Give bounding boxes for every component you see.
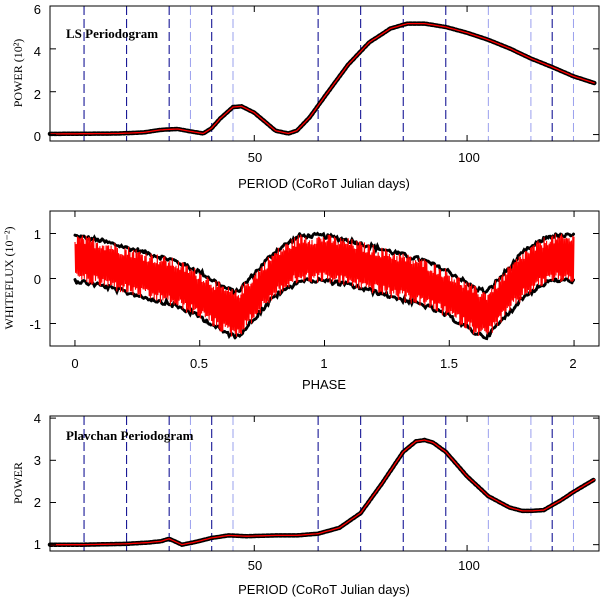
y-tick-label: 6 [34, 2, 41, 17]
chart-title: Plavchan Periodogram [66, 428, 194, 443]
plavchan-power-points [47, 437, 597, 548]
x-tick-label: 0.5 [190, 356, 208, 371]
x-tick-label: 100 [458, 150, 480, 165]
ls-power-line [50, 22, 595, 135]
x-tick-label: 50 [248, 558, 262, 573]
period-marker-lines [83, 416, 574, 551]
y-tick-label: 1 [34, 227, 41, 242]
y-axis-label: POWER [11, 462, 25, 504]
y-tick-label: 3 [34, 453, 41, 468]
x-tick-label: 0 [71, 356, 78, 371]
flux-model-band [74, 233, 575, 337]
y-tick-label: 1 [34, 537, 41, 552]
plavchan-power-line [50, 439, 596, 546]
axis-ticks [50, 416, 599, 551]
y-tick-label: 2 [34, 495, 41, 510]
y-tick-label: 4 [34, 411, 41, 426]
x-axis-label: PHASE [302, 377, 346, 392]
y-tick-label: 2 [34, 87, 41, 102]
x-tick-label: 100 [458, 558, 480, 573]
axis-ticks [50, 211, 599, 346]
y-tick-label: 0 [34, 272, 41, 287]
flux-points-lower [73, 274, 575, 343]
ls-power-series [47, 21, 597, 137]
x-tick-label: 50 [248, 150, 262, 165]
y-tick-label: 4 [34, 44, 41, 59]
ls-periodogram-panel: LS Periodogram 0 2 4 6 50 100 PERIOD (Co… [11, 2, 600, 191]
plot-frame [49, 5, 600, 142]
plot-frame [49, 210, 600, 347]
y-tick-label: -1 [29, 317, 41, 332]
chart-title: LS Periodogram [66, 26, 158, 41]
x-tick-label: 1.5 [440, 356, 458, 371]
x-axis-label: PERIOD (CoRoT Julian days) [238, 176, 410, 191]
plavchan-periodogram-panel: Plavchan Periodogram 1 2 3 4 50 100 PERI… [11, 411, 600, 597]
phase-folded-panel: 1 0 -1 0 0.5 1 1.5 2 PHASE WHITEFLUX (10… [2, 210, 600, 392]
y-tick-label: 0 [34, 129, 41, 144]
y-axis-label: POWER (10²) [11, 39, 25, 108]
x-tick-label: 1 [320, 356, 327, 371]
whiteflux-scatter [73, 230, 575, 343]
x-tick-label: 2 [569, 356, 576, 371]
plot-frame [49, 415, 600, 552]
y-axis-label: WHITEFLUX (10⁻²) [2, 227, 16, 330]
flux-points-upper [73, 230, 575, 296]
x-axis-label: PERIOD (CoRoT Julian days) [238, 582, 410, 597]
plavchan-power-series [47, 437, 597, 548]
period-marker-lines [83, 6, 574, 141]
